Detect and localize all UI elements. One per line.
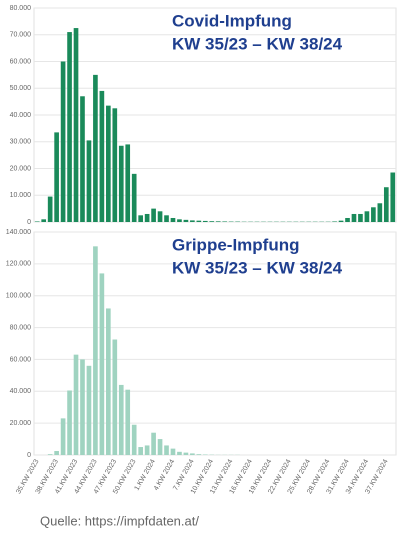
bar: [138, 215, 143, 222]
bar: [131, 173, 137, 222]
y-tick-label: 0: [27, 219, 31, 226]
bar: [151, 208, 156, 222]
bar: [177, 219, 182, 222]
bar: [73, 28, 79, 222]
bar: [190, 220, 195, 222]
bar: [60, 61, 66, 222]
bar: [351, 213, 357, 222]
bar: [106, 105, 111, 222]
bar: [190, 453, 195, 455]
source: Quelle: https://impfdaten.at/: [40, 513, 199, 528]
bar: [112, 339, 118, 455]
y-tick-label: 80.000: [10, 5, 32, 12]
bar: [47, 196, 53, 222]
bar: [170, 217, 176, 222]
bar: [377, 203, 383, 222]
bar: [73, 354, 79, 455]
bar: [215, 221, 221, 222]
bar: [209, 221, 215, 222]
bar: [138, 447, 143, 455]
bar: [164, 445, 169, 455]
chart-title: Grippe-Impfung: [172, 235, 299, 254]
y-tick-label: 60.000: [10, 58, 32, 65]
bar: [345, 217, 350, 222]
bar: [106, 308, 111, 455]
bar: [86, 140, 92, 222]
bar: [202, 220, 208, 222]
bar: [222, 221, 228, 222]
bar: [177, 451, 182, 455]
bar: [54, 132, 59, 222]
bar: [67, 32, 72, 223]
y-tick-label: 100.000: [6, 293, 31, 300]
y-tick-label: 120.000: [6, 261, 31, 268]
bar: [170, 448, 176, 455]
bar: [371, 207, 376, 222]
bar: [196, 220, 202, 222]
bar: [99, 273, 105, 455]
bar: [34, 221, 40, 222]
bar: [390, 172, 396, 222]
y-tick-label: 80.000: [10, 324, 32, 331]
y-tick-label: 30.000: [10, 139, 32, 146]
y-tick-label: 140.000: [6, 229, 31, 236]
bar: [125, 144, 131, 222]
bar: [112, 108, 118, 222]
bar: [164, 215, 169, 222]
bar: [131, 424, 137, 455]
bar: [99, 90, 105, 222]
bar: [41, 219, 47, 222]
bar: [364, 211, 370, 222]
y-tick-label: 0: [27, 452, 31, 459]
bar: [86, 365, 92, 455]
y-tick-label: 10.000: [10, 192, 32, 199]
bar: [118, 145, 124, 222]
bar: [157, 439, 163, 455]
bar: [338, 220, 344, 222]
bar: [358, 213, 363, 222]
chart-subtitle: KW 35/23 – KW 38/24: [172, 258, 343, 277]
bar: [93, 74, 98, 222]
bar: [118, 384, 124, 455]
chart-title: Covid-Impfung: [172, 11, 292, 30]
bar: [383, 187, 389, 222]
y-tick-label: 50.000: [10, 85, 32, 92]
bar: [93, 246, 98, 455]
bar: [47, 454, 53, 455]
bar: [183, 452, 189, 455]
bar: [60, 418, 66, 455]
bar: [151, 432, 156, 455]
y-tick-label: 70.000: [10, 32, 32, 39]
bar: [80, 359, 85, 455]
y-tick-label: 40.000: [10, 112, 32, 119]
bar: [80, 96, 85, 222]
bar: [125, 389, 131, 455]
bar: [157, 211, 163, 222]
bar: [144, 445, 150, 455]
bar: [183, 219, 189, 222]
y-tick-label: 20.000: [10, 165, 32, 172]
y-tick-label: 20.000: [10, 420, 32, 427]
bar: [196, 454, 202, 455]
chart-subtitle: KW 35/23 – KW 38/24: [172, 34, 343, 53]
y-tick-label: 40.000: [10, 388, 32, 395]
bar: [144, 213, 150, 222]
bar: [332, 221, 337, 222]
y-tick-label: 60.000: [10, 356, 32, 363]
bar: [67, 390, 72, 455]
bar: [54, 451, 59, 455]
